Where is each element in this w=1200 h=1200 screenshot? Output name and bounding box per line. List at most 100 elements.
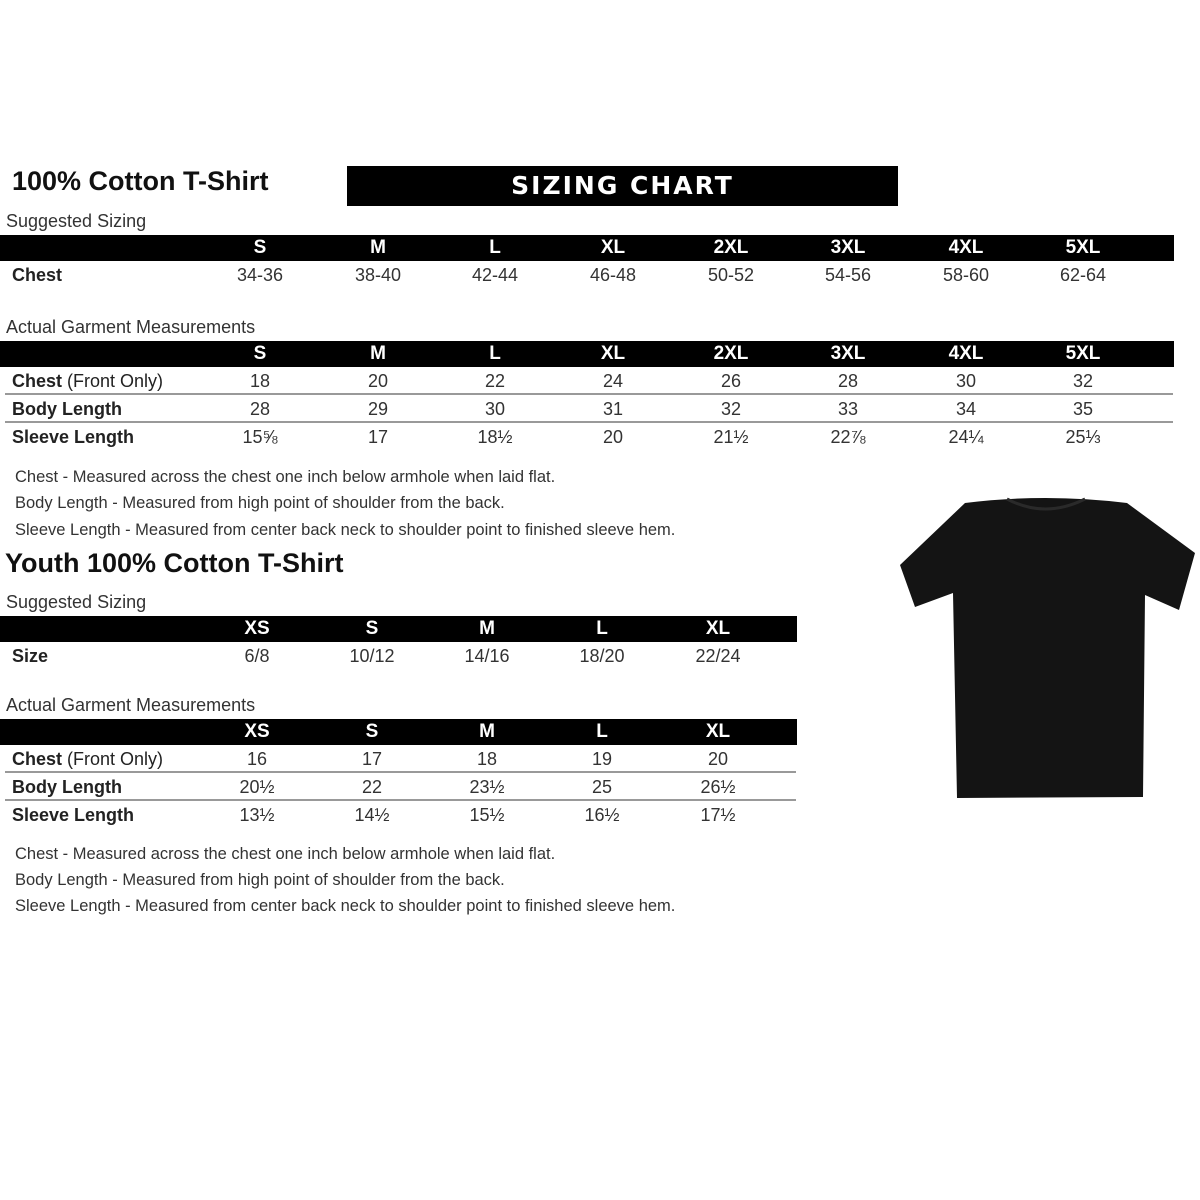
table-row: Chest 34-36 38-40 42-44 46-48 50-52 54-56 58-60… <box>0 261 1174 289</box>
size-header-2xl: 2XL <box>713 237 749 258</box>
table-cell: 17½ <box>700 805 736 825</box>
size-header-row: XS S M L XL <box>0 616 797 642</box>
table-cell: 34 <box>955 399 977 419</box>
table-row: Sleeve Length 15⅝ 17 18½ 20 21½ 22⅞ 24¼ 25⅓ <box>0 423 1174 451</box>
table-cell: 58-60 <box>942 265 990 285</box>
table-cell: 38-40 <box>354 265 402 285</box>
youth-suggested-table: XS S M L XL Size 6/8 10/12 14/16 18/20 22/24 <box>0 616 797 670</box>
table-cell: 15½ <box>469 805 505 825</box>
table-cell: 35 <box>1072 399 1094 419</box>
table-cell: 18 <box>476 749 498 769</box>
youth-note-sleeve: Sleeve Length - Measured from center bac… <box>15 897 676 915</box>
table-row: Chest (Front Only) 18 20 22 24 26 28 30 32 <box>0 367 1174 395</box>
row-label: Body Length <box>12 395 122 423</box>
row-label-text: Size <box>12 646 49 666</box>
table-cell: 21½ <box>713 427 749 447</box>
row-label: Size <box>12 642 48 670</box>
size-header-xl: XL <box>705 721 731 742</box>
table-cell: 26 <box>720 371 742 391</box>
table-cell: 54-56 <box>824 265 872 285</box>
youth-title: Youth 100% Cotton T-Shirt <box>5 548 344 578</box>
size-header-xl: XL <box>705 618 731 639</box>
table-cell: 22⅞ <box>830 427 866 447</box>
size-header-l: L <box>596 721 608 742</box>
table-cell: 15⅝ <box>242 427 278 447</box>
table-cell: 62-64 <box>1059 265 1107 285</box>
table-cell: 33 <box>837 399 859 419</box>
size-header-2xl: 2XL <box>713 343 749 364</box>
size-header-row: S M L XL 2XL 3XL 4XL 5XL <box>0 341 1174 367</box>
row-label-extra: (Front Only) <box>62 749 164 769</box>
table-cell: 16 <box>246 749 268 769</box>
size-header-l: L <box>596 618 608 639</box>
row-label-text: Body Length <box>12 399 122 419</box>
table-cell: 28 <box>249 399 271 419</box>
table-cell: 32 <box>1072 371 1094 391</box>
table-row: Body Length 20½ 22 23½ 25 26½ <box>0 773 797 801</box>
row-divider <box>5 421 1173 423</box>
table-cell: 24 <box>602 371 624 391</box>
youth-suggested-label: Suggested Sizing <box>6 592 147 612</box>
row-label: Chest (Front Only) <box>12 367 163 395</box>
size-header-s: S <box>253 343 267 364</box>
row-label: Chest <box>12 261 62 289</box>
table-cell: 22/24 <box>695 646 741 666</box>
table-cell: 17 <box>361 749 383 769</box>
size-header-l: L <box>489 343 501 364</box>
row-divider <box>5 799 796 801</box>
table-cell: 42-44 <box>471 265 519 285</box>
table-cell: 50-52 <box>707 265 755 285</box>
table-cell: 14½ <box>354 805 390 825</box>
table-cell: 20 <box>602 427 624 447</box>
table-cell: 20½ <box>239 777 275 797</box>
table-cell: 46-48 <box>589 265 637 285</box>
size-header-l: L <box>489 237 501 258</box>
row-label-text: Body Length <box>12 777 122 797</box>
table-cell: 34-36 <box>236 265 284 285</box>
youth-actual-label: Actual Garment Measurements <box>6 695 256 715</box>
size-header-xl: XL <box>600 237 626 258</box>
table-cell: 28 <box>837 371 859 391</box>
youth-actual-table: XS S M L XL Chest (Front Only) 16 17 18 19 20 Body … <box>0 719 797 829</box>
table-cell: 25⅓ <box>1065 427 1101 447</box>
table-cell: 25 <box>591 777 613 797</box>
table-cell: 17 <box>367 427 389 447</box>
size-header-3xl: 3XL <box>830 343 866 364</box>
row-label-text: Chest <box>12 265 63 285</box>
row-divider <box>5 393 1173 395</box>
size-header-5xl: 5XL <box>1065 343 1101 364</box>
table-cell: 30 <box>955 371 977 391</box>
table-cell: 13½ <box>239 805 275 825</box>
size-header-3xl: 3XL <box>830 237 866 258</box>
table-cell: 10/12 <box>349 646 395 666</box>
row-label-text: Sleeve Length <box>12 805 135 825</box>
adult-title: 100% Cotton T-Shirt <box>12 166 269 196</box>
table-cell: 18½ <box>477 427 513 447</box>
table-cell: 20 <box>367 371 389 391</box>
table-row: Sleeve Length 13½ 14½ 15½ 16½ 17½ <box>0 801 797 829</box>
adult-suggested-table: S M L XL 2XL 3XL 4XL 5XL Chest 34-36 38-40 42-44 46-… <box>0 235 1174 289</box>
adult-actual-label: Actual Garment Measurements <box>6 317 256 337</box>
adult-suggested-label: Suggested Sizing <box>6 211 147 231</box>
size-header-s: S <box>365 721 379 742</box>
row-label-text: Chest <box>12 749 63 769</box>
table-cell: 18 <box>249 371 271 391</box>
size-header-5xl: 5XL <box>1065 237 1101 258</box>
table-cell: 20 <box>707 749 729 769</box>
table-cell: 6/8 <box>244 646 270 666</box>
size-header-m: M <box>479 618 495 639</box>
row-label: Body Length <box>12 773 122 801</box>
table-cell: 19 <box>591 749 613 769</box>
size-header-row: S M L XL 2XL 3XL 4XL 5XL <box>0 235 1174 261</box>
row-label: Sleeve Length <box>12 423 134 451</box>
size-header-4xl: 4XL <box>948 237 984 258</box>
adult-note-chest: Chest - Measured across the chest one in… <box>15 468 556 486</box>
table-cell: 18/20 <box>579 646 625 666</box>
row-label: Sleeve Length <box>12 801 134 829</box>
row-label: Chest (Front Only) <box>12 745 163 773</box>
youth-note-body: Body Length - Measured from high point o… <box>15 871 505 889</box>
table-cell: 26½ <box>700 777 736 797</box>
size-header-m: M <box>479 721 495 742</box>
table-cell: 22 <box>361 777 383 797</box>
table-cell: 30 <box>484 399 506 419</box>
